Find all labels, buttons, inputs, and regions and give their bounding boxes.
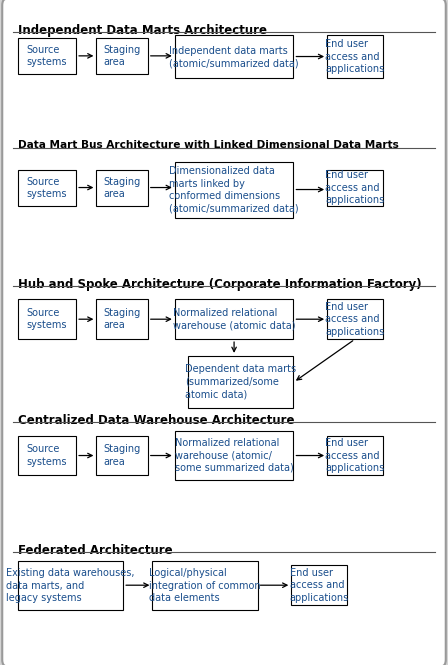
Text: End user
access and
applications: End user access and applications	[325, 39, 385, 74]
Text: Independent Data Marts Architecture: Independent Data Marts Architecture	[18, 24, 267, 37]
FancyBboxPatch shape	[175, 299, 293, 339]
Text: Hub and Spoke Architecture (Corporate Information Factory): Hub and Spoke Architecture (Corporate In…	[18, 278, 422, 291]
Text: Staging
area: Staging area	[103, 45, 141, 67]
Text: Dependent data marts
(summarized/some
atomic data): Dependent data marts (summarized/some at…	[185, 364, 297, 399]
FancyBboxPatch shape	[327, 170, 383, 206]
Text: Staging
area: Staging area	[103, 308, 141, 331]
Text: Existing data warehouses,
data marts, and
legacy systems: Existing data warehouses, data marts, an…	[6, 568, 135, 603]
FancyBboxPatch shape	[175, 431, 293, 480]
FancyBboxPatch shape	[152, 561, 258, 610]
FancyBboxPatch shape	[96, 436, 148, 475]
Text: Normalized relational
warehouse (atomic data): Normalized relational warehouse (atomic …	[173, 308, 295, 331]
Text: Source
systems: Source systems	[27, 444, 67, 467]
Text: Staging
area: Staging area	[103, 177, 141, 199]
Text: Normalized relational
warehouse (atomic/
some summarized data): Normalized relational warehouse (atomic/…	[175, 438, 293, 473]
Text: Dimensionalized data
marts linked by
conformed dimensions
(atomic/summarized dat: Dimensionalized data marts linked by con…	[169, 166, 299, 213]
FancyBboxPatch shape	[175, 162, 293, 218]
Text: Independent data marts
(atomic/summarized data): Independent data marts (atomic/summarize…	[169, 46, 299, 68]
FancyBboxPatch shape	[96, 38, 148, 74]
FancyBboxPatch shape	[291, 565, 347, 605]
FancyBboxPatch shape	[18, 561, 123, 610]
Text: End user
access and
applications: End user access and applications	[325, 170, 385, 205]
Text: Source
systems: Source systems	[27, 45, 67, 67]
FancyBboxPatch shape	[327, 35, 383, 78]
FancyBboxPatch shape	[327, 436, 383, 475]
Text: End user
access and
applications: End user access and applications	[325, 302, 385, 336]
FancyBboxPatch shape	[327, 299, 383, 339]
Text: Source
systems: Source systems	[27, 177, 67, 199]
Text: End user
access and
applications: End user access and applications	[325, 438, 385, 473]
Text: Federated Architecture: Federated Architecture	[18, 544, 172, 557]
Text: Source
systems: Source systems	[27, 308, 67, 331]
FancyBboxPatch shape	[96, 299, 148, 339]
Text: End user
access and
applications: End user access and applications	[289, 568, 349, 602]
FancyBboxPatch shape	[18, 299, 76, 339]
FancyBboxPatch shape	[18, 38, 76, 74]
FancyBboxPatch shape	[175, 35, 293, 78]
Text: Logical/physical
integration of common
data elements: Logical/physical integration of common d…	[149, 568, 261, 603]
FancyBboxPatch shape	[18, 170, 76, 206]
Text: Staging
area: Staging area	[103, 444, 141, 467]
Text: Centralized Data Warehouse Architecture: Centralized Data Warehouse Architecture	[18, 414, 294, 427]
Text: Data Mart Bus Architecture with Linked Dimensional Data Marts: Data Mart Bus Architecture with Linked D…	[18, 140, 399, 150]
FancyBboxPatch shape	[188, 356, 293, 408]
FancyBboxPatch shape	[96, 170, 148, 206]
FancyBboxPatch shape	[18, 436, 76, 475]
